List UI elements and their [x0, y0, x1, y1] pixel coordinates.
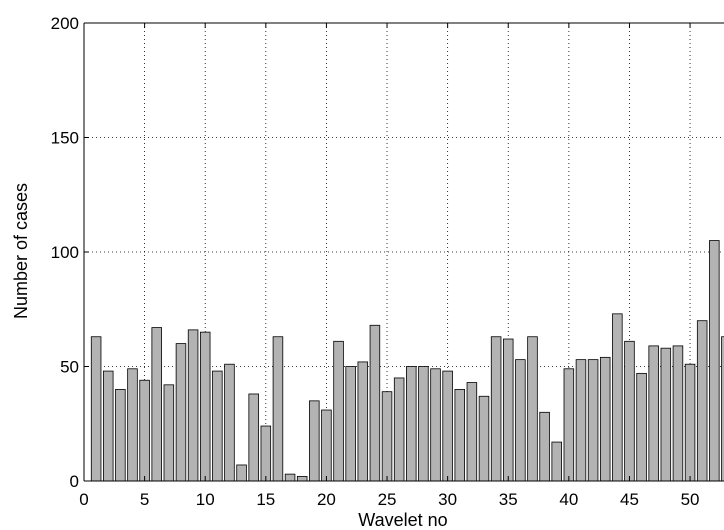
x-tick-label: 30	[438, 490, 457, 509]
bar	[163, 384, 175, 482]
bar	[648, 345, 659, 482]
bar	[587, 359, 599, 482]
y-tick-label: 100	[51, 243, 79, 262]
bar	[333, 340, 344, 482]
bar	[309, 400, 320, 482]
bar	[709, 240, 720, 482]
bar	[515, 359, 526, 482]
bar	[599, 356, 611, 482]
bar	[236, 464, 247, 482]
bar	[345, 366, 356, 482]
x-axis-label: Wavelet no	[358, 510, 447, 530]
bar	[406, 366, 417, 482]
bar	[272, 336, 284, 482]
bar	[478, 395, 490, 482]
bar	[296, 476, 308, 482]
x-tick-label: 35	[499, 490, 518, 509]
y-axis-ticks: 0 50 100 150 200	[51, 14, 89, 491]
x-tick-label: 20	[317, 490, 336, 509]
x-axis-ticks: 0 5 10 15 20 25 30 35 40 45 50	[79, 23, 700, 509]
bar	[466, 382, 478, 482]
bar	[636, 372, 647, 482]
bar	[684, 363, 696, 482]
x-tick-label: 25	[378, 490, 397, 509]
bar	[527, 336, 538, 482]
x-tick-label: 50	[681, 490, 700, 509]
bars	[90, 240, 724, 482]
bar	[175, 343, 187, 482]
bar	[284, 473, 296, 482]
bar	[721, 336, 724, 482]
bar	[369, 324, 381, 482]
x-tick-label: 10	[196, 490, 215, 509]
bar	[430, 368, 441, 482]
bar	[418, 366, 429, 482]
bar	[672, 345, 684, 482]
bar	[90, 336, 102, 482]
bar	[393, 377, 405, 482]
bar	[660, 347, 672, 482]
bar	[187, 329, 199, 482]
bar	[115, 388, 126, 482]
bar	[539, 411, 550, 482]
bar	[151, 327, 162, 482]
x-tick-label: 5	[140, 490, 149, 509]
x-tick-label: 40	[559, 490, 578, 509]
grid-lines	[84, 23, 724, 481]
y-tick-label: 0	[70, 472, 79, 491]
y-tick-label: 50	[60, 358, 79, 377]
bar	[381, 391, 393, 482]
bar	[139, 379, 150, 482]
bar	[454, 388, 466, 482]
bar	[696, 320, 708, 482]
bar	[224, 363, 235, 482]
bar	[551, 441, 562, 482]
bar	[575, 359, 587, 482]
bar	[248, 393, 259, 482]
bar	[502, 338, 514, 482]
bar	[442, 370, 453, 482]
bar	[199, 331, 211, 482]
x-tick-label: 0	[79, 490, 88, 509]
bar	[212, 370, 223, 482]
y-axis-label: Number of cases	[11, 183, 31, 319]
bar	[357, 361, 369, 482]
x-tick-label: 45	[620, 490, 639, 509]
bar	[563, 368, 575, 482]
bar	[624, 340, 635, 482]
bar	[127, 368, 138, 482]
bar	[102, 370, 114, 482]
y-tick-label: 150	[51, 129, 79, 148]
x-tick-label: 15	[256, 490, 275, 509]
bar	[490, 336, 502, 482]
bar	[260, 425, 272, 482]
bar	[612, 313, 623, 482]
bar	[321, 409, 332, 482]
y-tick-label: 200	[51, 14, 79, 33]
